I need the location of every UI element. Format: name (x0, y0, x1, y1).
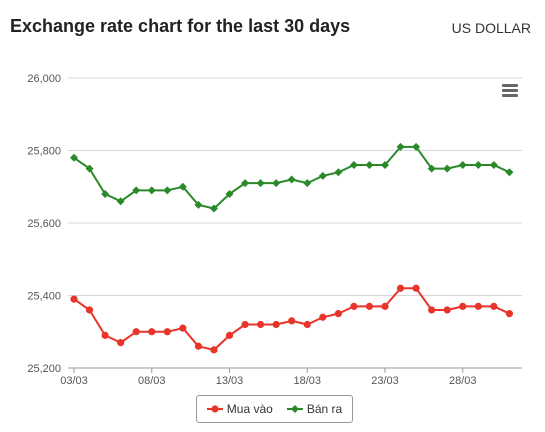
data-point-sell (178, 182, 187, 191)
data-point-sell (70, 153, 78, 162)
data-point-buy (117, 339, 125, 347)
grid-lines (68, 77, 522, 296)
data-point-sell (116, 197, 125, 206)
y-tick-label: 25,400 (27, 291, 61, 303)
data-point-buy (85, 306, 94, 314)
data-point-sell (318, 171, 327, 180)
data-point-sell (334, 168, 343, 177)
data-point-buy (288, 317, 296, 325)
x-tick-label: 23/03 (371, 375, 399, 387)
data-point-sell (101, 190, 110, 198)
data-point-sell (194, 200, 203, 209)
data-point-sell (365, 161, 374, 169)
data-point-sell (287, 175, 296, 184)
x-tick-label: 28/03 (449, 375, 477, 387)
legend-buy-label: Mua vào (226, 402, 273, 416)
currency-label: US DOLLAR (451, 20, 531, 36)
data-point-sell (225, 190, 234, 198)
data-point-sell (209, 204, 218, 213)
series-sell (70, 142, 514, 213)
data-point-buy (132, 328, 140, 336)
data-point-buy (474, 302, 482, 310)
data-point-buy (490, 302, 498, 310)
data-point-buy (257, 320, 265, 329)
series-buy (70, 284, 513, 354)
data-point-buy (194, 342, 202, 350)
chart-title: Exchange rate chart for the last 30 days (10, 16, 351, 36)
data-point-buy (210, 346, 218, 354)
y-axis-labels: 25,200 25,400 25,600 25,800 26,000 (27, 73, 61, 375)
data-point-buy (163, 328, 171, 336)
data-point-sell (381, 161, 389, 169)
data-point-buy (70, 295, 78, 303)
data-point-buy (148, 328, 156, 336)
data-point-buy (101, 331, 109, 339)
data-point-sell (256, 179, 265, 188)
x-axis: 03/03 08/03 13/03 18/03 23/03 28/03 (60, 367, 522, 387)
y-tick-label: 25,800 (27, 146, 61, 158)
data-point-buy (334, 310, 342, 318)
data-point-sell (427, 164, 436, 173)
data-point-sell (489, 161, 498, 169)
data-point-buy (505, 310, 513, 318)
legend-item-buy[interactable]: Mua vào (206, 402, 273, 416)
x-tick-label: 08/03 (138, 375, 166, 387)
y-tick-label: 26,000 (27, 73, 61, 85)
data-point-buy (459, 302, 467, 310)
y-tick-label: 25,200 (27, 363, 61, 375)
data-point-sell (272, 179, 281, 188)
chart-legend: Mua vào Bán ra (196, 395, 353, 423)
data-point-buy (365, 302, 374, 310)
data-point-sell (147, 186, 156, 195)
data-point-buy (319, 313, 327, 321)
data-point-buy (381, 302, 389, 310)
data-point-sell (303, 179, 312, 188)
data-point-buy (443, 306, 451, 314)
legend-sell-label: Bán ra (306, 402, 343, 416)
x-tick-label: 18/03 (293, 375, 321, 387)
data-point-buy (412, 284, 420, 292)
data-point-sell (458, 161, 467, 169)
data-point-buy (396, 284, 405, 292)
data-point-sell (474, 161, 483, 169)
legend-buy-marker (206, 405, 223, 413)
data-point-sell (132, 186, 141, 195)
data-point-sell (396, 142, 405, 151)
data-point-buy (179, 324, 187, 332)
data-point-sell (241, 179, 250, 188)
data-point-sell (412, 142, 421, 151)
x-tick-label: 13/03 (216, 375, 244, 387)
data-point-buy (272, 320, 280, 329)
data-point-sell (85, 164, 94, 173)
data-point-buy (225, 331, 234, 339)
data-point-sell (349, 161, 358, 169)
data-point-sell (163, 186, 172, 195)
data-point-buy (303, 320, 311, 329)
data-point-buy (241, 320, 249, 329)
legend-sell-marker (286, 405, 303, 413)
y-tick-label: 25,600 (27, 218, 61, 230)
data-point-sell (505, 168, 514, 177)
legend-item-sell[interactable]: Bán ra (286, 402, 343, 416)
x-tick-label: 03/03 (60, 375, 88, 387)
data-point-sell (443, 164, 452, 173)
hamburger-menu-icon[interactable] (500, 82, 520, 98)
data-point-buy (350, 302, 358, 310)
data-point-buy (428, 306, 436, 314)
